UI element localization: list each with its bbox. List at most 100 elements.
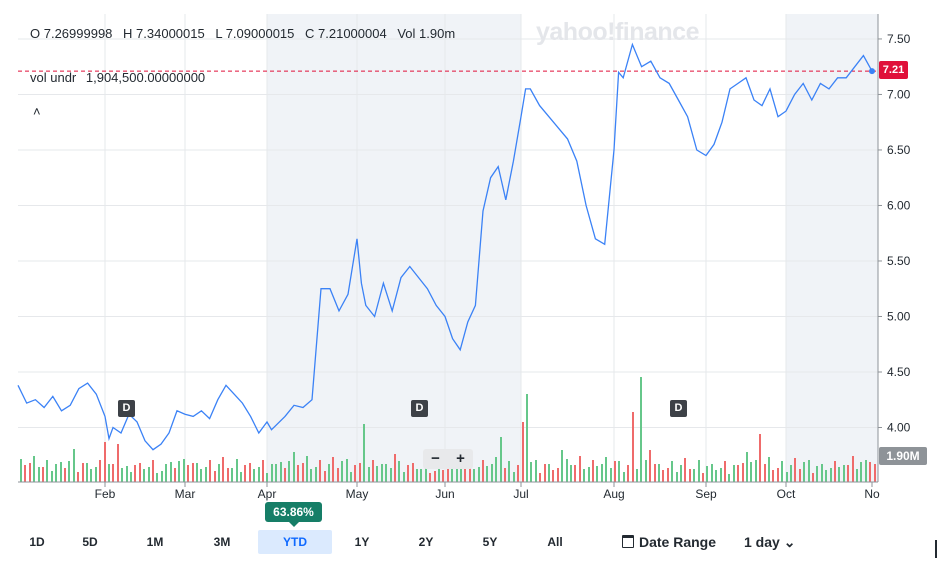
range-5d-button[interactable]: 5D — [82, 535, 98, 549]
volume-bar — [548, 464, 550, 482]
volume-bar — [610, 468, 612, 482]
volume-bar — [482, 460, 484, 482]
volume-bar — [623, 472, 625, 482]
volume-bar — [750, 462, 752, 482]
volume-bar — [508, 461, 510, 482]
volume-bar — [777, 468, 779, 482]
volume-bar — [790, 465, 792, 482]
volume-bar — [174, 468, 176, 482]
last-price-dot — [869, 68, 875, 75]
zoom-in-button[interactable]: + — [456, 450, 465, 467]
range-1y-button[interactable]: 1Y — [354, 535, 370, 549]
volume-bar — [77, 472, 79, 482]
chevron-up-icon[interactable]: ˄ — [33, 104, 41, 119]
volume-bar — [341, 461, 343, 482]
volume-bar — [337, 468, 339, 482]
volume-bar — [640, 377, 642, 482]
volume-bar — [460, 465, 462, 482]
volume-bar — [588, 467, 590, 482]
volume-bar — [596, 466, 598, 482]
open-value: O 7.26999998 — [30, 26, 113, 41]
range-1d-button[interactable]: 1D — [29, 535, 45, 549]
volume-bar — [561, 450, 563, 482]
volume-bar — [112, 464, 114, 482]
volume-bar — [830, 468, 832, 482]
volume-bar — [152, 460, 154, 482]
volume-bar — [706, 466, 708, 482]
range-5y-button[interactable]: 5Y — [482, 535, 498, 549]
volume-bar — [332, 457, 334, 482]
volume-bar — [768, 457, 770, 482]
volume-bar — [632, 412, 634, 482]
dividend-marker[interactable]: D — [670, 400, 687, 417]
text-cursor — [935, 540, 937, 558]
volume-bar — [728, 474, 730, 482]
volume-bar — [178, 461, 180, 482]
volume-bar — [658, 464, 660, 482]
y-tick-label: 5.50 — [887, 254, 911, 268]
volume-bar — [95, 467, 97, 482]
volume-bar — [654, 464, 656, 482]
range-2y-button[interactable]: 2Y — [418, 535, 434, 549]
y-tick-label: 6.50 — [887, 143, 911, 157]
volume-bar — [720, 468, 722, 482]
volume-bar — [733, 465, 735, 482]
volume-bar — [315, 467, 317, 482]
volume-bar — [667, 468, 669, 482]
y-axis-ticks: 7.50 7.00 6.50 6.00 5.50 5.00 4.50 4.00 — [878, 32, 911, 434]
volume-bars — [20, 377, 876, 482]
y-tick-label: 5.00 — [887, 309, 911, 323]
dividend-marker[interactable]: D — [411, 400, 428, 417]
dividend-marker[interactable]: D — [118, 400, 135, 417]
volume-bar — [680, 465, 682, 482]
y-tick-label: 7.00 — [887, 87, 911, 101]
volume-bar — [156, 473, 158, 482]
volume-bar — [451, 461, 453, 482]
volume-bar — [442, 470, 444, 482]
volume-bar — [438, 464, 440, 482]
volume-bar — [38, 467, 40, 482]
volume-bar — [346, 459, 348, 482]
volume-bar — [447, 468, 449, 482]
chevron-down-icon: ⌄ — [783, 534, 796, 550]
volume-indicator-readout: vol undr 1,904,500.00000000 — [30, 70, 211, 85]
volume-bar — [324, 471, 326, 482]
range-1m-button[interactable]: 1M — [146, 535, 164, 549]
volume-bar — [165, 464, 167, 482]
volume-bar — [671, 461, 673, 482]
volume-bar — [73, 449, 75, 482]
volume-bar — [676, 472, 678, 482]
volume-bar — [376, 466, 378, 482]
date-range-button[interactable]: Date Range — [622, 530, 716, 554]
volume-bar — [134, 465, 136, 482]
volume-bar — [552, 470, 554, 482]
vertical-gridlines — [104, 14, 787, 482]
volume-bar — [407, 465, 409, 482]
volume-bar — [535, 460, 537, 482]
volume-bar — [517, 465, 519, 482]
interval-dropdown[interactable]: 1 day ⌄ — [744, 530, 795, 554]
y-tick-label: 4.50 — [887, 365, 911, 379]
volume-bar — [742, 463, 744, 482]
volume-bar — [662, 470, 664, 482]
range-ytd-button[interactable]: YTD — [258, 530, 332, 554]
zoom-out-button[interactable]: − — [431, 450, 440, 467]
volume-bar — [865, 460, 867, 482]
x-axis-ticks: Feb Mar Apr May Jun Jul Aug Sep Oct No — [95, 482, 880, 501]
volume-bar — [557, 468, 559, 482]
volume-bar — [306, 456, 308, 482]
volume-bar — [838, 467, 840, 482]
horizontal-gridlines — [18, 38, 878, 428]
volume-bar — [262, 460, 264, 482]
range-3m-button[interactable]: 3M — [213, 535, 231, 549]
volume-bar — [522, 422, 524, 482]
volume-bar — [121, 468, 123, 482]
volume-bar — [764, 464, 766, 482]
volume-bar — [737, 465, 739, 482]
volume-bar — [86, 463, 88, 482]
volume-bar — [530, 462, 532, 482]
range-all-button[interactable]: All — [547, 535, 563, 549]
volume-bar — [504, 468, 506, 482]
volume-bar — [772, 470, 774, 482]
